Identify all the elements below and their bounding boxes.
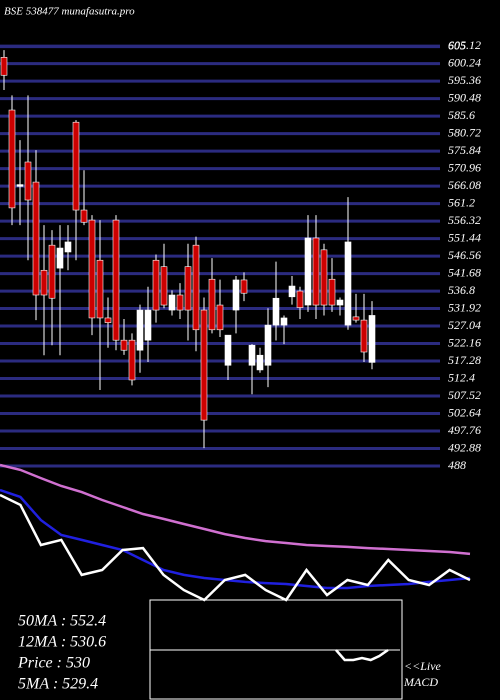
candle-body [336, 299, 344, 306]
candle-body [368, 315, 376, 363]
candle-body [88, 219, 96, 319]
candle-body [256, 354, 264, 371]
candle-body [344, 241, 352, 326]
candle-body [48, 244, 56, 299]
y-tick-label: 512.4 [448, 370, 475, 384]
candle-body [8, 109, 16, 209]
stat-label: Price : 530 [17, 655, 90, 672]
candle-body [288, 285, 296, 298]
candle-body [328, 278, 336, 306]
candle-body [272, 297, 280, 326]
indicator-line [335, 648, 389, 662]
y-tick-label: 522.16 [448, 335, 481, 349]
candle-body [136, 309, 144, 351]
y-tick-label: 497.76 [448, 423, 481, 437]
mark-layer [0, 50, 471, 662]
candle-body [112, 219, 120, 341]
candle-body [152, 259, 160, 311]
y-tick-label: 546.56 [448, 248, 481, 262]
y-tick-label: 570.96 [448, 160, 481, 174]
indicator-line [0, 488, 471, 590]
stat-label: 12MA : 530.6 [18, 634, 106, 651]
y-tick-label: 536.8 [448, 283, 475, 297]
candle-body [208, 278, 216, 331]
candle-body [360, 319, 368, 353]
candle-body [120, 339, 128, 351]
candle-body [200, 309, 208, 421]
y-tick-label: 566.08 [448, 178, 481, 192]
candle-body [264, 324, 272, 366]
candle-body [232, 279, 240, 311]
candle-body [32, 181, 40, 296]
candle-body [80, 209, 88, 223]
y-tick-label: 561.2 [448, 195, 475, 209]
candle-body [40, 269, 48, 296]
grid-layer [0, 44, 440, 468]
candle-body [168, 294, 176, 311]
candle-body [144, 309, 152, 341]
y-tick-label: 531.92 [448, 300, 481, 314]
candle-body [224, 334, 232, 366]
candle-body [160, 266, 168, 306]
y-tick-label: 556.32 [448, 213, 481, 227]
candle-body [64, 241, 72, 253]
candle-body [240, 279, 248, 294]
stat-label: 5MA : 529.4 [18, 676, 98, 693]
candle-body [280, 317, 288, 326]
candle-body [128, 339, 136, 381]
candle-body [304, 237, 312, 306]
y-tick-label: 488 [448, 458, 466, 472]
y-tick-label: 600.24 [448, 55, 481, 69]
y-tick-label: 605.12 [448, 38, 481, 52]
candle-body [0, 57, 8, 76]
candle-body [24, 161, 32, 201]
y-tick-label: 527.04 [448, 318, 481, 332]
y-tick-label: 595.36 [448, 73, 481, 87]
y-tick-label: 507.52 [448, 388, 481, 402]
y-tick-label: 590.48 [448, 90, 481, 104]
y-tick-label: 492.88 [448, 440, 481, 454]
candle-body [216, 304, 224, 331]
y-tick-label: 575.84 [448, 143, 481, 157]
y-tick-label: 605 [448, 38, 466, 52]
candle-body [184, 266, 192, 311]
candle-body [192, 244, 200, 331]
candle-body [176, 294, 184, 311]
candle-body [352, 316, 360, 321]
chart-title: BSE 538477 munafasutra.pro [4, 6, 135, 18]
candle-body [56, 247, 64, 269]
indicator-line [0, 493, 471, 602]
y-tick-label: 580.72 [448, 125, 481, 139]
candle-body [296, 290, 304, 308]
candle-body [320, 249, 328, 306]
candle-body [248, 344, 256, 366]
candle-body [96, 259, 104, 319]
y-tick-label: 517.28 [448, 353, 481, 367]
y-tick-label: 541.68 [448, 265, 481, 279]
stat-label: 50MA : 552.4 [18, 613, 106, 630]
y-tick-label: 502.64 [448, 405, 481, 419]
candle-body [72, 121, 80, 211]
indicator-line [0, 463, 471, 556]
candle-body [104, 317, 112, 323]
candle-body [16, 184, 24, 187]
macd-label: MACD [403, 675, 438, 689]
y-tick-label: 585.6 [448, 108, 475, 122]
y-tick-label: 551.44 [448, 230, 481, 244]
candle-body [312, 237, 320, 306]
live-label: <<Live [404, 659, 442, 673]
